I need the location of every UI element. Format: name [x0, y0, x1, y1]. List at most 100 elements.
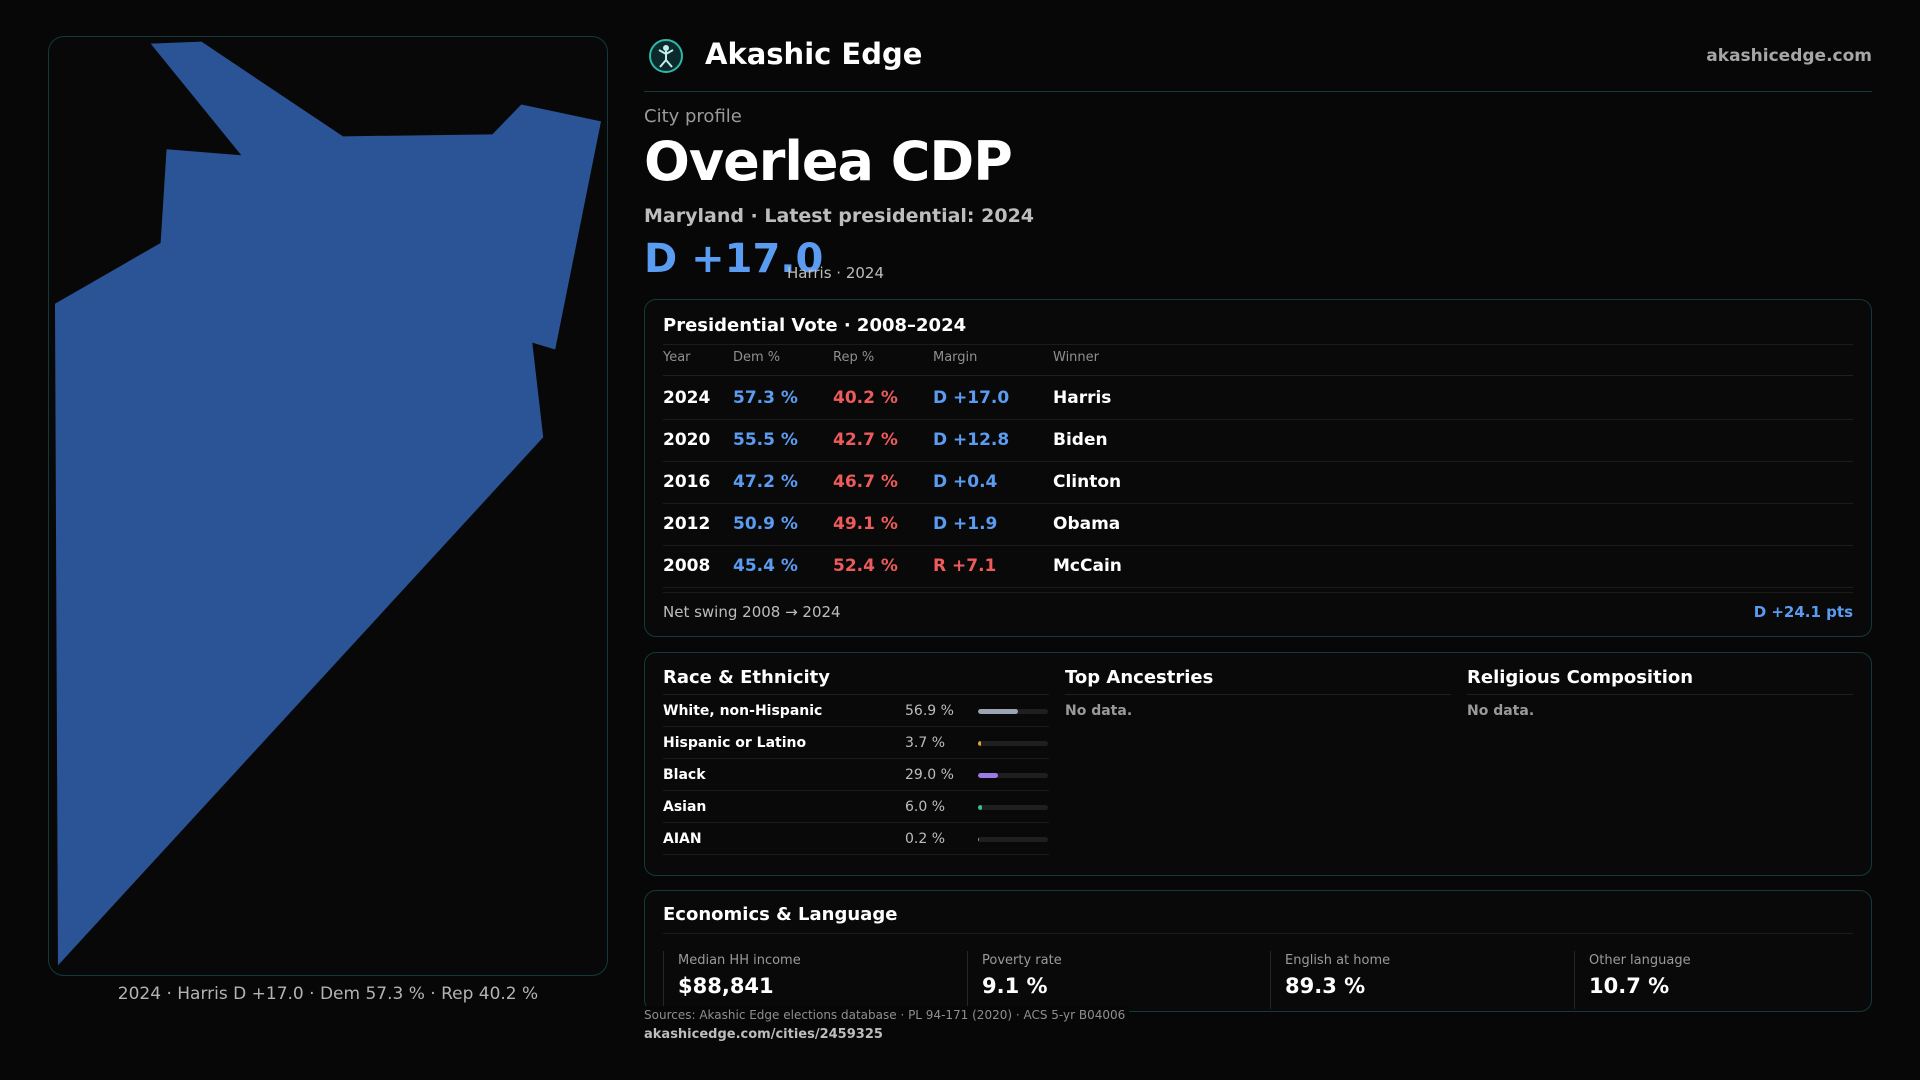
header: Akashic Edge akashicedge.com: [644, 34, 1872, 92]
vote-table-row: 2020 55.5 % 42.7 % D +12.8 Biden: [663, 420, 1853, 462]
site-link[interactable]: akashicedge.com: [1706, 46, 1872, 66]
race-value: 3.7 %: [905, 735, 946, 751]
vote-rep-pct: 42.7 %: [833, 430, 898, 450]
vote-rep-pct: 46.7 %: [833, 472, 898, 492]
divider: [663, 933, 1853, 934]
map-caption: 2024 · Harris D +17.0 · Dem 57.3 % · Rep…: [117, 984, 539, 1004]
race-ethnicity-section: Race & Ethnicity White, non-Hispanic 56.9…: [663, 667, 1049, 855]
city-boundary-map: [54, 41, 602, 966]
econ-value: $88,841: [678, 974, 774, 998]
vote-margin: D +17.0: [933, 388, 1010, 408]
vote-dem-pct: 57.3 %: [733, 388, 798, 408]
vote-dem-pct: 55.5 %: [733, 430, 798, 450]
race-value: 56.9 %: [905, 703, 954, 719]
race-row: Hispanic or Latino 3.7 %: [663, 727, 1049, 759]
vote-year: 2016: [663, 472, 711, 492]
vote-card-title: Presidential Vote · 2008–2024: [663, 315, 967, 336]
col-header-year: Year: [663, 350, 691, 365]
vote-winner: Clinton: [1053, 472, 1122, 492]
vote-year: 2020: [663, 430, 711, 450]
map-panel: [48, 36, 608, 976]
race-share-bar: [978, 837, 1048, 842]
vote-table-row: 2016 47.2 % 46.7 % D +0.4 Clinton: [663, 462, 1853, 504]
divider: [663, 344, 1853, 345]
religion-section-title: Religious Composition: [1467, 667, 1853, 695]
econ-label: Other language: [1589, 953, 1691, 968]
econ-median-income: Median HH income $88,841: [663, 951, 953, 1009]
page-kicker: City profile: [644, 106, 742, 127]
content-column: Akashic Edge akashicedge.com City profil…: [644, 0, 1872, 1080]
econ-english-at-home: English at home 89.3 %: [1270, 951, 1560, 1009]
race-row: Black 29.0 %: [663, 759, 1049, 791]
city-boundary-shape[interactable]: [54, 41, 602, 966]
race-row: AIAN 0.2 %: [663, 823, 1049, 855]
vote-table-row: 2008 45.4 % 52.4 % R +7.1 McCain: [663, 546, 1853, 588]
vote-winner: Harris: [1053, 388, 1112, 408]
econ-value: 10.7 %: [1589, 974, 1670, 998]
race-row: White, non-Hispanic 56.9 %: [663, 695, 1049, 727]
race-label: Black: [663, 767, 706, 783]
race-value: 29.0 %: [905, 767, 954, 783]
vote-year: 2024: [663, 388, 711, 408]
vote-year: 2008: [663, 556, 711, 576]
sources-note: Sources: Akashic Edge elections database…: [644, 1006, 1130, 1022]
vote-rep-pct: 40.2 %: [833, 388, 898, 408]
headline-margin-note: Harris · 2024: [787, 264, 885, 282]
race-row: Asian 6.0 %: [663, 791, 1049, 823]
vote-table-header: Year Dem % Rep % Margin Winner: [663, 350, 1853, 376]
race-value: 6.0 %: [905, 799, 946, 815]
col-header-rep: Rep %: [833, 350, 875, 365]
ancestries-section-title: Top Ancestries: [1065, 667, 1451, 695]
vote-margin: D +1.9: [933, 514, 998, 534]
page-url[interactable]: akashicedge.com/cities/2459325: [644, 1027, 883, 1042]
net-swing-value: D +24.1 pts: [1753, 603, 1853, 621]
col-header-winner: Winner: [1053, 350, 1100, 365]
race-share-bar-fill: [978, 805, 983, 810]
race-share-bar: [978, 709, 1048, 714]
ancestries-empty: No data.: [1065, 703, 1133, 719]
vote-table-row: 2012 50.9 % 49.1 % D +1.9 Obama: [663, 504, 1853, 546]
race-share-bar-fill: [978, 773, 999, 778]
col-header-margin: Margin: [933, 350, 978, 365]
vote-dem-pct: 50.9 %: [733, 514, 798, 534]
vote-table-row: 2024 57.3 % 40.2 % D +17.0 Harris: [663, 378, 1853, 420]
race-value: 0.2 %: [905, 831, 946, 847]
vote-winner: Obama: [1053, 514, 1121, 534]
religion-section: Religious Composition No data.: [1467, 667, 1853, 719]
vote-margin: R +7.1: [933, 556, 997, 576]
demographics-card: Race & Ethnicity White, non-Hispanic 56.9…: [644, 652, 1872, 876]
econ-value: 89.3 %: [1285, 974, 1366, 998]
headline-margin: D +17.0: [644, 236, 824, 282]
vote-winner: Biden: [1053, 430, 1108, 450]
economics-card-title: Economics & Language: [663, 904, 898, 925]
page-subtitle: Maryland · Latest presidential: 2024: [644, 205, 1035, 227]
econ-other-language: Other language 10.7 %: [1574, 951, 1864, 1009]
religion-empty: No data.: [1467, 703, 1535, 719]
race-label: Asian: [663, 799, 707, 815]
vote-dem-pct: 47.2 %: [733, 472, 798, 492]
race-label: White, non-Hispanic: [663, 703, 823, 719]
econ-label: Poverty rate: [982, 953, 1062, 968]
race-share-bar: [978, 741, 1048, 746]
net-swing-label: Net swing 2008 → 2024: [663, 603, 841, 621]
akashic-logo-icon: [649, 39, 683, 73]
econ-label: Median HH income: [678, 953, 801, 968]
econ-label: English at home: [1285, 953, 1391, 968]
race-section-title: Race & Ethnicity: [663, 667, 1049, 695]
econ-poverty-rate: Poverty rate 9.1 %: [967, 951, 1257, 1009]
vote-winner: McCain: [1053, 556, 1122, 576]
race-share-bar-fill: [978, 709, 1018, 714]
race-share-bar-fill: [978, 741, 981, 746]
race-label: Hispanic or Latino: [663, 735, 807, 751]
vote-rep-pct: 49.1 %: [833, 514, 898, 534]
presidential-vote-card: Presidential Vote · 2008–2024 Year Dem %…: [644, 299, 1872, 637]
vote-rep-pct: 52.4 %: [833, 556, 898, 576]
page-title: Overlea CDP: [644, 130, 1013, 193]
vote-dem-pct: 45.4 %: [733, 556, 798, 576]
race-share-bar: [978, 805, 1048, 810]
ancestries-section: Top Ancestries No data.: [1065, 667, 1451, 719]
col-header-dem: Dem %: [733, 350, 781, 365]
race-label: AIAN: [663, 831, 702, 847]
economics-card: Economics & Language Median HH income $8…: [644, 890, 1872, 1012]
brand-name[interactable]: Akashic Edge: [705, 37, 923, 71]
